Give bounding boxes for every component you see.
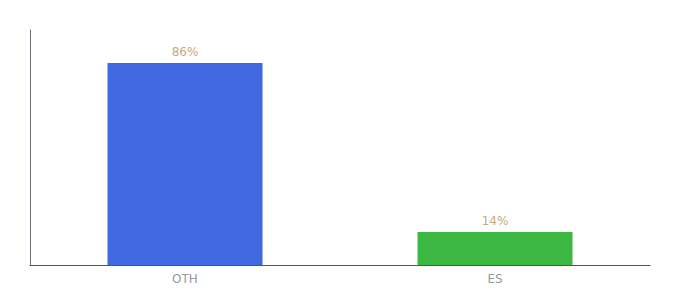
svg-text:ES: ES [487, 272, 502, 286]
svg-text:14%: 14% [482, 214, 509, 228]
svg-text:86%: 86% [172, 45, 199, 59]
svg-text:OTH: OTH [172, 272, 198, 286]
